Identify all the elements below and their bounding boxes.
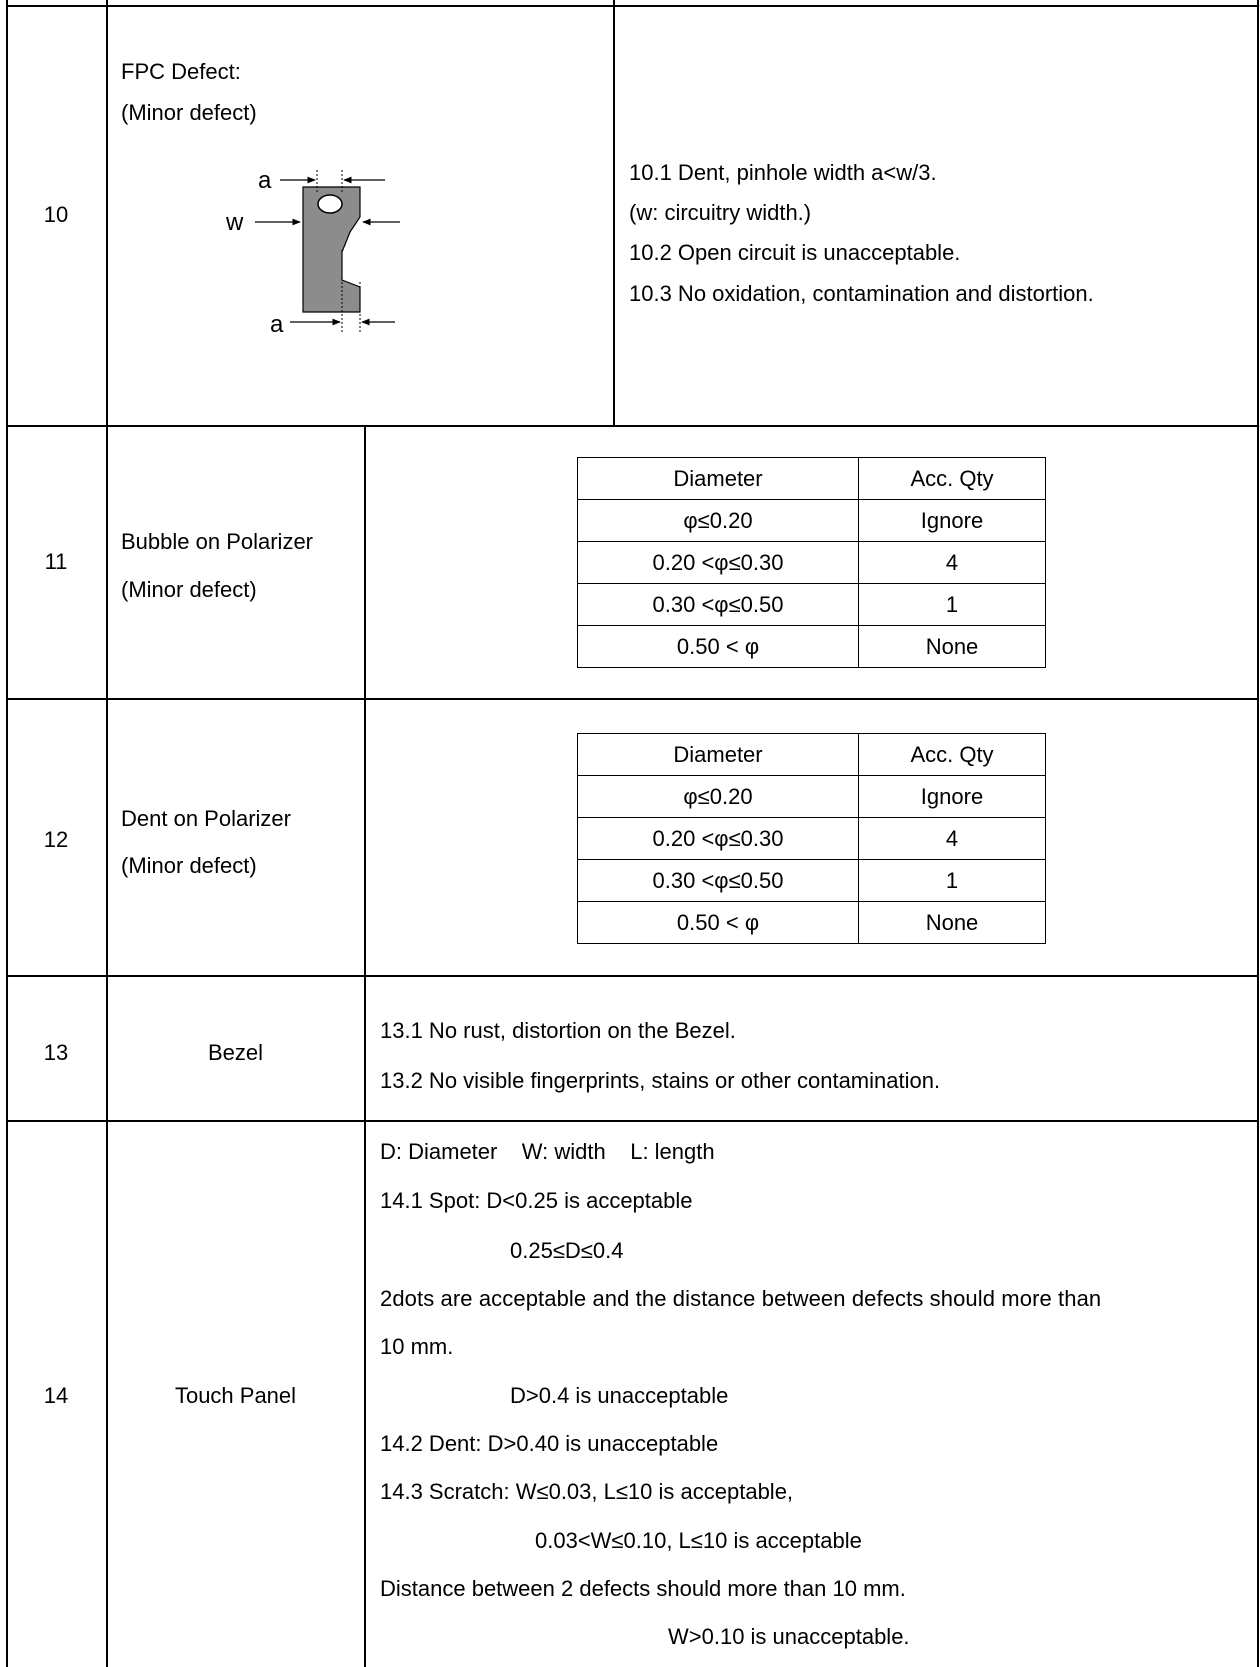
criteria-line: 10.1 Dent, pinhole width a<w/3. <box>629 160 937 185</box>
column-header: Acc. Qty <box>858 457 1046 500</box>
table-row: 0.20 <φ≤0.30 4 <box>577 541 1046 584</box>
column-divider-row10 <box>613 0 615 425</box>
acceptance-table: Diameter Acc. Qty φ≤0.20 Ignore 0.20 <φ≤… <box>577 733 1046 944</box>
row-divider-10-11 <box>6 425 1258 427</box>
criteria-line: D: Diameter W: width L: length <box>380 1139 715 1164</box>
table-cell: 0.50 < φ <box>577 625 859 668</box>
criteria-line: 0.03<W≤0.10, L≤10 is acceptable <box>535 1528 862 1553</box>
table-border-right <box>1257 0 1259 1667</box>
column-header: Diameter <box>577 457 859 500</box>
row-number: 11 <box>44 549 68 574</box>
criteria-line: 14.2 Dent: D>0.40 is unacceptable <box>380 1431 719 1456</box>
item-title: Bezel <box>207 1040 264 1065</box>
table-cell: 0.30 <φ≤0.50 <box>577 859 859 902</box>
table-header-row: Diameter Acc. Qty <box>577 457 1046 500</box>
row-divider-top <box>6 5 1258 7</box>
table-row: 0.20 <φ≤0.30 4 <box>577 817 1046 860</box>
row-divider-11-12 <box>6 698 1258 700</box>
table-cell: 4 <box>858 541 1046 584</box>
table-row: φ≤0.20 Ignore <box>577 775 1046 818</box>
table-cell: Ignore <box>858 775 1046 818</box>
item-title: Touch Panel <box>174 1383 297 1408</box>
table-cell: 4 <box>858 817 1046 860</box>
table-row: 0.50 < φ None <box>577 901 1046 944</box>
row-number: 13 <box>43 1040 69 1065</box>
table-row: φ≤0.20 Ignore <box>577 499 1046 542</box>
criteria-line: (w: circuitry width.) <box>629 200 812 225</box>
table-row: 0.50 < φ None <box>577 625 1046 668</box>
table-cell: 0.30 <φ≤0.50 <box>577 583 859 626</box>
table-cell: 0.50 < φ <box>577 901 859 944</box>
table-cell: 0.20 <φ≤0.30 <box>577 541 859 584</box>
row-number: 10 <box>43 202 69 227</box>
row-number: 14 <box>43 1383 69 1408</box>
item-title: FPC Defect: <box>121 59 241 84</box>
criteria-line: Distance between 2 defects should more t… <box>380 1576 906 1601</box>
criteria-line: D>0.4 is unacceptable <box>510 1383 729 1408</box>
criteria-line: 10 mm. <box>380 1334 454 1359</box>
criteria-line: 0.25≤D≤0.4 <box>510 1238 624 1263</box>
table-cell: 1 <box>858 859 1046 902</box>
criteria-line: 2dots are acceptable and the distance be… <box>380 1286 1102 1311</box>
table-cell: Ignore <box>858 499 1046 542</box>
column-divider-rows11-14 <box>364 425 366 1667</box>
table-cell: φ≤0.20 <box>577 499 859 542</box>
acceptance-table: Diameter Acc. Qty φ≤0.20 Ignore 0.20 <φ≤… <box>577 457 1046 668</box>
criteria-line: 10.3 No oxidation, contamination and dis… <box>629 281 1094 306</box>
column-header: Acc. Qty <box>858 733 1046 776</box>
table-border-left <box>6 0 8 1667</box>
table-row: 0.30 <φ≤0.50 1 <box>577 859 1046 902</box>
item-subtitle: (Minor defect) <box>121 853 257 878</box>
pinhole-shape <box>317 194 343 214</box>
row-divider-13-14 <box>6 1120 1258 1122</box>
fpc-defect-diagram: a w a <box>200 162 420 352</box>
criteria-line: 13.2 No visible fingerprints, stains or … <box>380 1068 941 1093</box>
table-cell: φ≤0.20 <box>577 775 859 818</box>
criteria-line: 14.3 Scratch: W≤0.03, L≤10 is acceptable… <box>380 1479 794 1504</box>
criteria-line: W>0.10 is unacceptable. <box>668 1624 910 1649</box>
item-subtitle: (Minor defect) <box>121 577 257 602</box>
label-w: w <box>225 209 244 236</box>
table-cell: 0.20 <φ≤0.30 <box>577 817 859 860</box>
table-row: 0.30 <φ≤0.50 1 <box>577 583 1046 626</box>
label-a-top: a <box>258 167 272 194</box>
row-divider-12-13 <box>6 975 1258 977</box>
item-subtitle: (Minor defect) <box>121 100 257 125</box>
table-cell: 1 <box>858 583 1046 626</box>
criteria-line: 14.1 Spot: D<0.25 is acceptable <box>380 1188 693 1213</box>
item-title: Bubble on Polarizer <box>121 529 314 554</box>
column-header: Diameter <box>577 733 859 776</box>
criteria-line: 13.1 No rust, distortion on the Bezel. <box>380 1018 736 1043</box>
row-number: 12 <box>43 827 69 852</box>
table-header-row: Diameter Acc. Qty <box>577 733 1046 776</box>
label-a-bottom: a <box>270 311 284 338</box>
item-title: Dent on Polarizer <box>121 806 291 831</box>
table-cell: None <box>858 625 1046 668</box>
criteria-line: 10.2 Open circuit is unacceptable. <box>629 240 961 265</box>
table-cell: None <box>858 901 1046 944</box>
column-divider-number <box>106 0 108 1667</box>
